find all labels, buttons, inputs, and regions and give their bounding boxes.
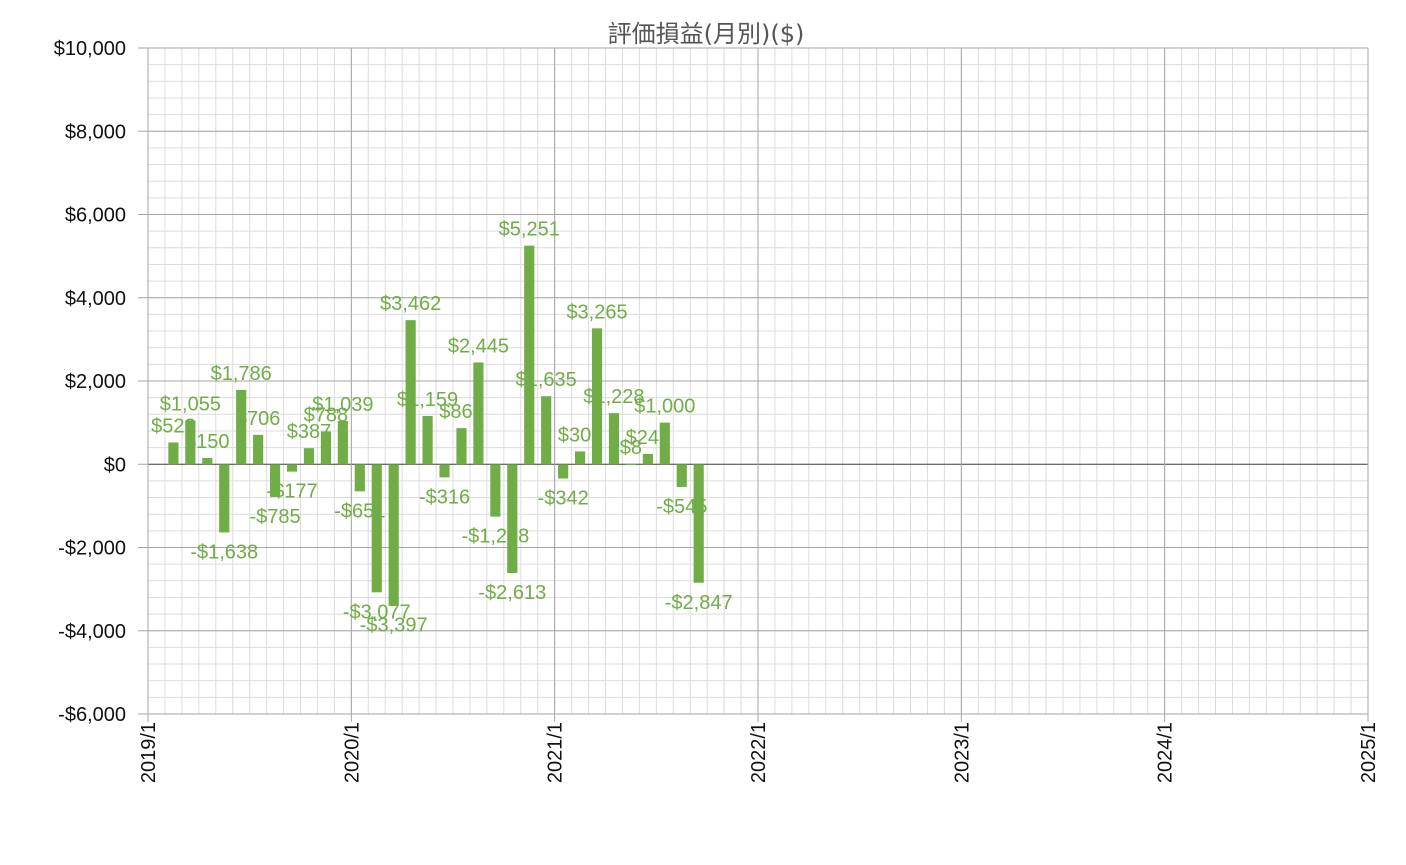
x-tick-label: 2023/1 xyxy=(951,722,973,783)
data-label: -$177 xyxy=(266,481,317,503)
x-tick-label: 2025/1 xyxy=(1358,722,1380,783)
data-label: $150 xyxy=(185,431,230,453)
x-tick-label: 2024/1 xyxy=(1155,722,1177,783)
data-label: $706 xyxy=(236,408,281,430)
chart-title: 評価損益(月別)($) xyxy=(608,20,805,48)
y-tick-label: -$4,000 xyxy=(58,621,126,643)
data-label: $387 xyxy=(287,421,332,443)
data-label: -$3,397 xyxy=(360,615,428,637)
data-label: -$342 xyxy=(538,487,589,509)
data-label: $1,228 xyxy=(583,386,644,408)
bar xyxy=(507,464,518,574)
bar xyxy=(337,421,348,465)
data-label: $1,635 xyxy=(516,369,577,391)
y-tick-label: -$2,000 xyxy=(58,538,126,560)
data-label: $3,462 xyxy=(380,293,441,315)
y-tick-label: $6,000 xyxy=(65,205,126,227)
y-tick-label: $2,000 xyxy=(65,371,126,393)
y-tick-label: $8,000 xyxy=(65,121,126,143)
data-label: $8 xyxy=(620,437,642,459)
bar xyxy=(303,448,315,465)
bar xyxy=(524,245,535,465)
bar xyxy=(354,464,365,492)
bar xyxy=(439,464,450,478)
bar xyxy=(591,328,603,465)
data-label: -$785 xyxy=(250,506,301,528)
bar xyxy=(388,464,399,606)
data-label: -$545 xyxy=(656,496,707,518)
bar xyxy=(608,413,620,465)
axes: $10,000 $8,000 $6,000 $4,000 $2,000 $0 -$2,000… xyxy=(54,38,1380,783)
bar xyxy=(575,451,586,465)
data-label: $788 xyxy=(304,404,349,426)
x-tick-label: 2022/1 xyxy=(748,722,770,783)
data-labels: $523$1,055 $150 -$1,638 $1,786 $706 -$785 -$17… xyxy=(151,219,732,637)
data-label: -$2,847 xyxy=(665,592,733,614)
bar xyxy=(422,416,433,465)
y-tick-label: $0 xyxy=(104,454,126,476)
bar xyxy=(253,434,264,465)
data-label: -$1,258 xyxy=(461,526,529,548)
data-label: $3,265 xyxy=(566,301,627,323)
data-label: $523 xyxy=(151,415,196,437)
data-label: $2,445 xyxy=(448,335,509,357)
data-label: -$1,638 xyxy=(190,541,258,563)
bar xyxy=(490,464,501,517)
data-label: $308 xyxy=(558,424,603,446)
data-label: $5,251 xyxy=(499,219,560,241)
bar xyxy=(270,464,281,497)
x-tick-label: 2019/1 xyxy=(138,722,160,783)
bar xyxy=(168,442,179,465)
data-label: $1,000 xyxy=(634,396,695,418)
data-label: -$3,077 xyxy=(343,601,411,623)
data-label: -$316 xyxy=(419,486,470,508)
bar xyxy=(473,362,484,465)
data-label: $868 xyxy=(439,401,484,423)
bar xyxy=(676,464,687,487)
data-label: -$651 xyxy=(334,500,385,522)
data-label: $248 xyxy=(626,427,671,449)
bar xyxy=(405,320,416,465)
bar xyxy=(219,464,230,533)
x-tick-label: 2021/1 xyxy=(545,722,567,783)
data-label: $1,039 xyxy=(312,394,373,416)
bar xyxy=(320,431,331,465)
bar xyxy=(693,464,704,583)
bar xyxy=(659,422,670,465)
y-tick-label: $4,000 xyxy=(65,288,126,310)
x-tick-label: 2020/1 xyxy=(341,722,363,783)
data-label: $1,055 xyxy=(160,393,221,415)
grid xyxy=(147,47,1369,715)
bar xyxy=(202,458,213,465)
y-tick-label: -$6,000 xyxy=(58,704,126,726)
y-tick-label: $10,000 xyxy=(54,38,126,60)
bar xyxy=(642,453,653,465)
bar xyxy=(625,463,636,465)
bar xyxy=(558,464,569,479)
data-label: -$2,613 xyxy=(478,582,546,604)
bar xyxy=(541,396,552,465)
data-label: $1,786 xyxy=(211,363,272,385)
bar xyxy=(185,420,196,465)
bar xyxy=(286,464,298,472)
bar xyxy=(456,428,467,465)
bars xyxy=(168,245,704,606)
bar xyxy=(371,464,382,593)
bar xyxy=(236,389,247,465)
data-label: $1,159 xyxy=(397,389,458,411)
